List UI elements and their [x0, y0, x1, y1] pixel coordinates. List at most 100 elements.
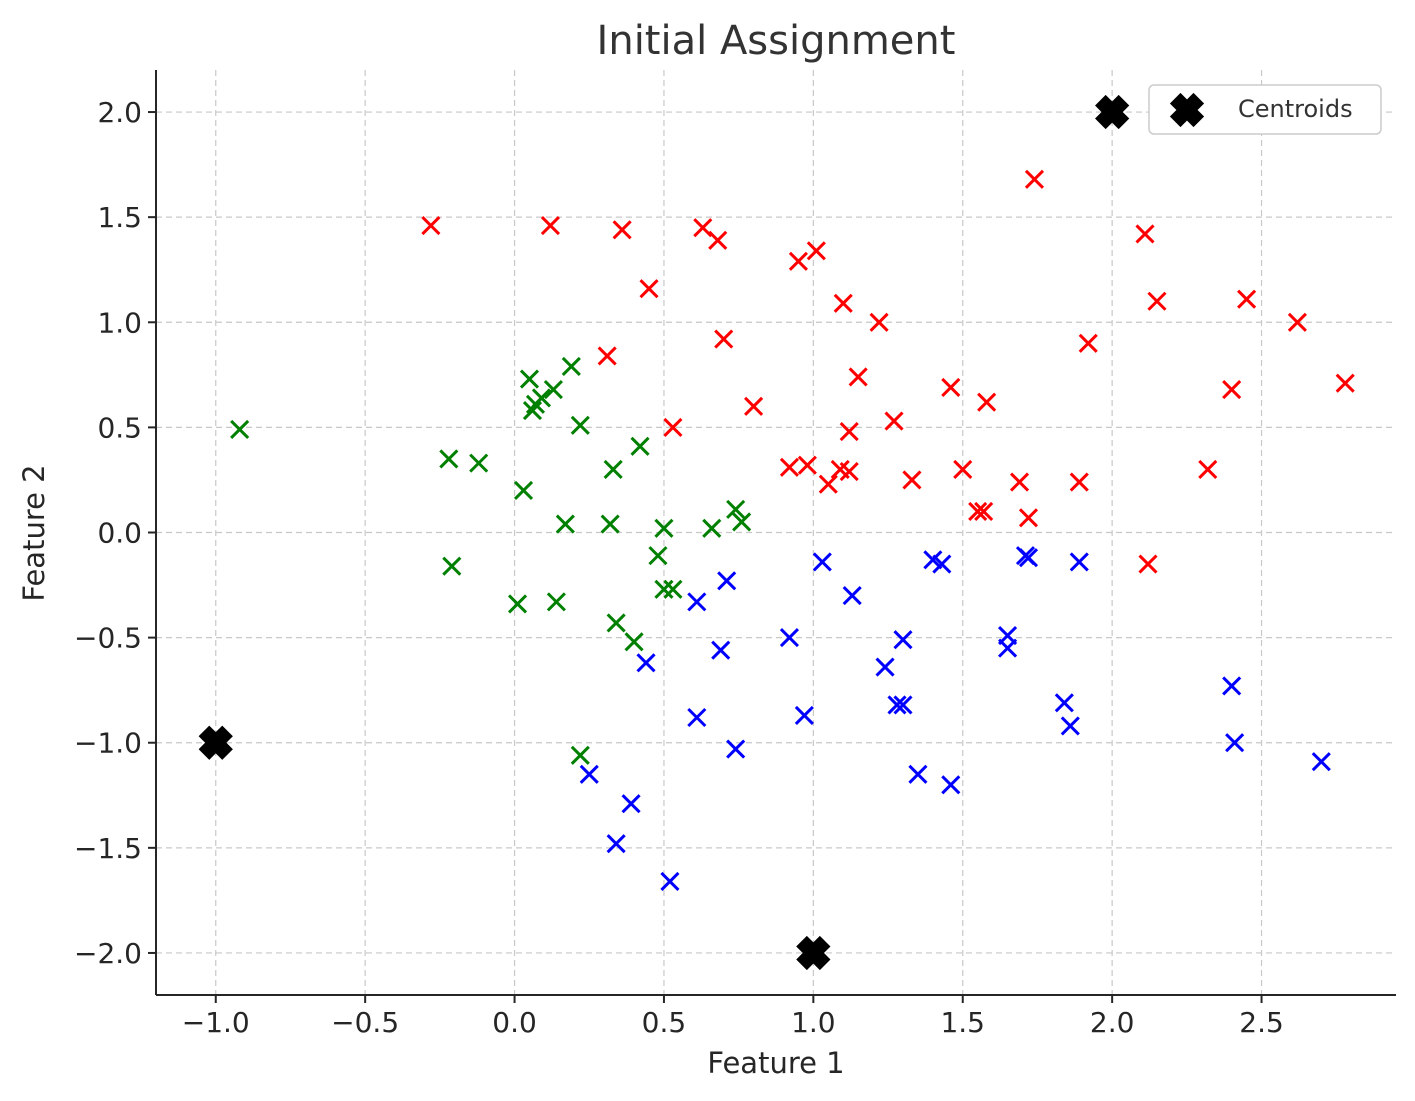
chart-title: Initial Assignment	[597, 18, 956, 64]
data-point	[519, 369, 540, 389]
data-point	[570, 415, 590, 435]
data-point	[1069, 472, 1089, 492]
legend-label-centroids: Centroids	[1238, 95, 1353, 123]
data-point	[1222, 676, 1242, 696]
data-point	[639, 279, 659, 299]
data-point	[439, 449, 459, 469]
x-tick-label: 0.0	[492, 1006, 537, 1039]
data-point	[597, 346, 617, 366]
data-point	[1311, 752, 1331, 772]
data-point	[714, 329, 734, 349]
data-point	[1147, 291, 1167, 311]
data-point	[717, 571, 737, 591]
data-point	[600, 514, 620, 534]
legend-box	[1148, 84, 1382, 135]
data-point	[818, 474, 838, 494]
data-point	[788, 251, 808, 271]
data-point	[513, 480, 534, 501]
data-point	[1018, 548, 1039, 568]
data-point	[902, 470, 922, 490]
data-point	[421, 216, 441, 236]
data-point	[1335, 373, 1355, 393]
data-point	[442, 556, 462, 576]
data-point	[842, 586, 862, 606]
data-point	[663, 417, 683, 437]
data-point	[687, 592, 707, 612]
data-point	[998, 638, 1018, 658]
y-tick-label: −1.0	[74, 727, 142, 760]
y-tick-label: 1.5	[97, 201, 142, 234]
grid-lines	[156, 70, 1396, 995]
x-tick-label: 1.0	[791, 1006, 836, 1039]
data-point	[1078, 333, 1098, 353]
data-point	[1069, 552, 1089, 572]
y-tick-label: 0.0	[97, 517, 142, 550]
x-tick-label: −1.0	[182, 1006, 250, 1039]
data-point	[708, 230, 728, 250]
data-point	[561, 356, 581, 376]
data-point	[507, 594, 528, 614]
y-tick-label: 0.5	[97, 411, 142, 444]
data-point	[726, 499, 746, 519]
data-point	[974, 501, 994, 522]
data-point	[839, 461, 859, 482]
x-tick-label: 0.5	[642, 1006, 687, 1039]
data-point	[1138, 554, 1158, 574]
data-point	[941, 377, 961, 398]
data-point	[579, 764, 599, 784]
data-point	[1024, 169, 1045, 189]
data-point	[531, 388, 552, 408]
data-point	[522, 401, 543, 421]
data-point	[884, 411, 904, 431]
data-point	[540, 216, 560, 236]
data-point	[1237, 289, 1257, 309]
y-tick-label: −0.5	[74, 622, 142, 655]
data-point	[570, 745, 590, 765]
centroid-markers	[198, 94, 1130, 971]
y-tick-label: −2.0	[74, 937, 142, 970]
data-point	[1018, 508, 1039, 528]
x-tick-label: 1.5	[940, 1006, 985, 1039]
data-point	[797, 455, 817, 475]
data-point	[711, 640, 731, 660]
data-point	[932, 554, 952, 574]
data-point	[469, 453, 489, 473]
data-point	[1225, 733, 1245, 753]
data-point	[744, 396, 764, 416]
data-point	[1054, 693, 1074, 713]
data-point	[839, 422, 859, 442]
axis-ticks: −1.0 −0.5 0.0 0.5 1.0 1.5 2.0 2.5 −2.0 −1.5 −1.0 −0…	[74, 96, 1284, 1039]
data-point	[603, 459, 623, 479]
data-point	[654, 518, 674, 538]
data-point	[893, 695, 913, 715]
data-point	[1198, 459, 1218, 479]
data-point	[779, 628, 800, 648]
data-point	[636, 653, 656, 673]
data-point	[654, 579, 674, 599]
x-tick-label: −0.5	[331, 1006, 399, 1039]
x-axis-label: Feature 1	[707, 1046, 844, 1080]
centroid-marker	[1095, 94, 1130, 130]
y-axis-label: Feature 2	[17, 464, 51, 601]
data-point	[887, 695, 907, 715]
data-point	[726, 739, 746, 759]
data-point	[806, 241, 826, 261]
x-tick-label: 2.5	[1239, 1006, 1284, 1039]
data-point	[660, 871, 680, 892]
data-point	[875, 657, 895, 677]
data-point	[693, 218, 713, 238]
data-point	[648, 546, 668, 566]
data-point	[624, 632, 644, 652]
centroid-marker	[796, 935, 831, 971]
data-point	[779, 457, 800, 477]
data-point	[555, 514, 575, 534]
data-point	[1009, 472, 1030, 492]
data-point	[612, 220, 632, 240]
data-point	[848, 367, 868, 387]
data-point	[543, 379, 563, 400]
y-tick-label: −1.5	[74, 832, 142, 865]
data-point	[953, 459, 973, 479]
data-point	[1135, 224, 1155, 244]
data-point	[794, 705, 814, 725]
